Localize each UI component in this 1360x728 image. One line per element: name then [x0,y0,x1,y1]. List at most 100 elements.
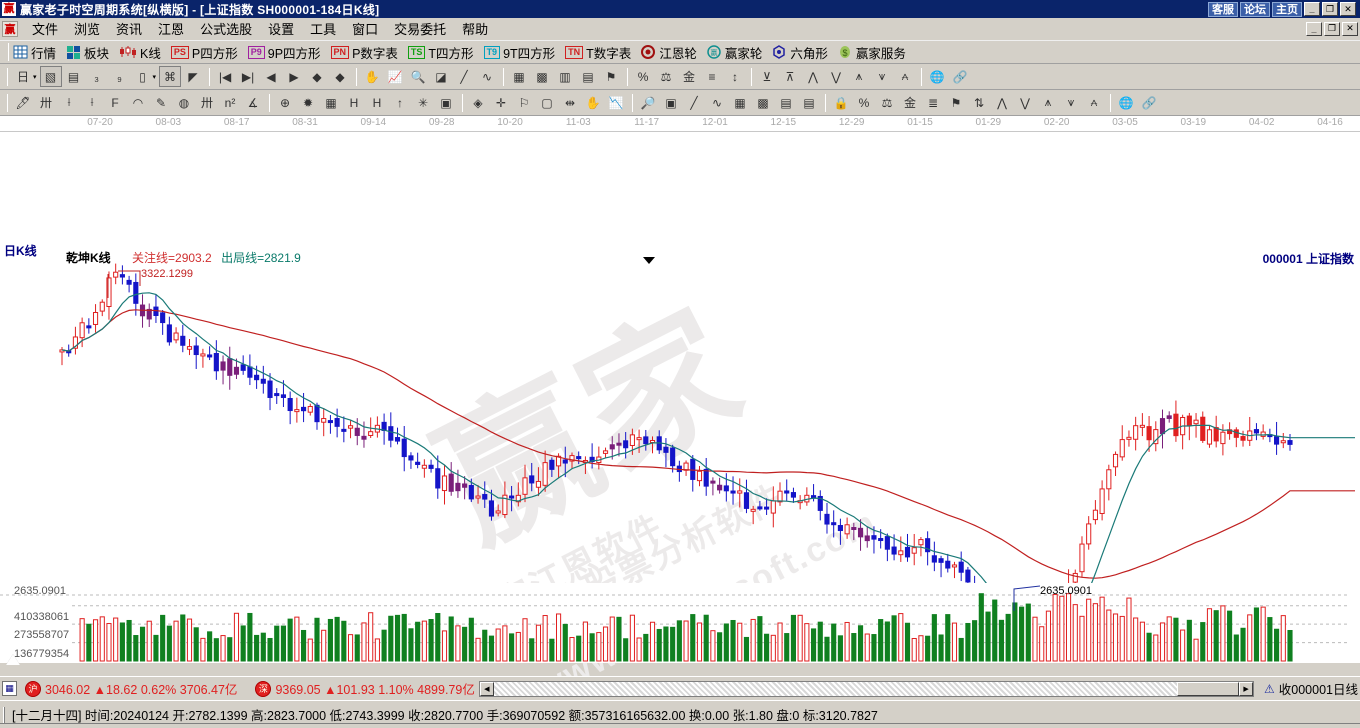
restore-button[interactable]: ❐ [1322,2,1338,16]
toolbar-item-7[interactable]: T99T四方形 [484,43,556,62]
target-icon[interactable]: ⊕ [274,92,296,113]
magnify-icon[interactable]: 🔍 [407,66,429,87]
spiral-icon[interactable]: ◠ [127,92,149,113]
frame-icon[interactable]: ▣ [660,92,682,113]
grid-lines-icon[interactable]: 卅 [35,92,57,113]
chart-area[interactable]: 07-2008-0308-1708-3109-1409-2810-2011-03… [0,116,1360,663]
support-chip[interactable]: 客服 [1208,2,1238,17]
flag2-icon[interactable]: ⚐ [513,92,535,113]
circle-grid-icon[interactable]: ◍ [173,92,195,113]
report-icon[interactable]: ▤ [63,66,85,87]
comb-icon[interactable]: 卅 [196,92,218,113]
toolbar-item-5[interactable]: PNP数字表 [331,43,398,62]
sine-icon[interactable]: ∿ [706,92,728,113]
gold2-icon[interactable]: 金 [899,92,921,113]
toolbar-item-3[interactable]: PSP四方形 [171,43,238,62]
ladder1-icon[interactable]: ≡ [701,66,723,87]
scroll-track[interactable] [494,682,1177,696]
table2-icon[interactable]: ▩ [531,66,553,87]
menu-item-5[interactable]: 设置 [260,17,302,40]
ladder3-icon[interactable]: ⋁ [825,66,847,87]
formula-icon[interactable]: ⌘ [159,66,181,87]
zoom-in-icon[interactable]: ◆ [329,66,351,87]
snow-icon[interactable]: ✳ [412,92,434,113]
arrows-icon[interactable]: ⇹ [559,92,581,113]
mdi-minimize-button[interactable]: _ [1306,22,1322,36]
globe-icon[interactable]: 🌐 [926,66,948,87]
candle-style-icon[interactable]: ▯ [132,66,154,87]
toolbar-item-11[interactable]: 六角形 [772,43,828,62]
ladder6-icon[interactable]: ⩜ [894,66,916,87]
prev-icon[interactable]: ◀ [260,66,282,87]
book-icon[interactable]: ▤ [577,66,599,87]
chain-icon[interactable]: 🔗 [1138,92,1160,113]
period-dropdown[interactable]: ▾ [33,73,37,81]
minimize-button[interactable]: _ [1304,2,1320,16]
down2-icon[interactable]: ⋁ [1014,92,1036,113]
up2-icon[interactable]: ⋀ [991,92,1013,113]
menu-item-1[interactable]: 浏览 [66,17,108,40]
toolbar-item-12[interactable]: $赢家服务 [838,43,906,62]
menu-item-4[interactable]: 公式选股 [192,17,260,40]
wave-icon[interactable]: ∿ [476,66,498,87]
ladder2-icon[interactable]: ⋀ [802,66,824,87]
trough-icon[interactable]: ⩛ [1060,92,1082,113]
globe2-icon[interactable]: 🌐 [1115,92,1137,113]
indicator-9-icon[interactable]: ₉ [109,66,131,87]
toolbar-item-4[interactable]: P99P四方形 [248,43,321,62]
scale-icon[interactable]: ⚖ [876,92,898,113]
trend-red-icon[interactable]: 📈 [384,66,406,87]
peak-icon[interactable]: ⩚ [1037,92,1059,113]
next-icon[interactable]: ▶ [283,66,305,87]
grid3-icon[interactable]: ▦ [729,92,751,113]
updown-icon[interactable]: ⇅ [968,92,990,113]
menu-item-0[interactable]: 文件 [24,17,66,40]
homepage-chip[interactable]: 主页 [1272,2,1302,17]
gold-icon[interactable]: 金 [678,66,700,87]
toolbar-item-10[interactable]: 赢赢家轮 [707,43,763,62]
chart-red-icon[interactable]: 📉 [605,92,627,113]
bars-icon[interactable]: ▥ [554,66,576,87]
ladder5-icon[interactable]: ⩛ [871,66,893,87]
menu-item-3[interactable]: 江恩 [150,17,192,40]
indicator-3-icon[interactable]: ₃ [86,66,108,87]
forum-chip[interactable]: 论坛 [1240,2,1270,17]
toolbar-item-6[interactable]: TST四方形 [408,43,474,62]
h-mark-icon[interactable]: Н [343,92,365,113]
balance-icon[interactable]: ⚖ [655,66,677,87]
grid4-icon[interactable]: ▩ [752,92,774,113]
angle-icon[interactable]: ∡ [242,92,264,113]
pen-grid-icon[interactable]: ✎ [150,92,172,113]
pointer-icon[interactable]: ↕ [724,66,746,87]
toolbar-item-2[interactable]: K线 [119,43,161,62]
lens-icon[interactable]: 🔎 [637,92,659,113]
wave2-icon[interactable]: ⩜ [1083,92,1105,113]
toolbar-item-9[interactable]: 江恩轮 [641,43,697,62]
grid-status-icon[interactable]: ▦ [2,681,17,696]
hand-icon[interactable]: ✋ [361,66,383,87]
percent2-icon[interactable]: % [853,92,875,113]
gann-fan-gold-icon[interactable]: ⟊ [58,92,80,113]
last-page-icon[interactable]: ▶| [237,66,259,87]
toolbar-item-8[interactable]: TNT数字表 [565,43,631,62]
toolbar-item-1[interactable]: 板块 [66,43,109,62]
scroll-thumb[interactable] [1177,682,1239,696]
candle-dropdown[interactable]: ▾ [153,73,157,81]
menu-item-9[interactable]: 帮助 [454,17,496,40]
period-select[interactable]: 日 [12,66,34,87]
arrow-up-icon[interactable]: ↑ [389,92,411,113]
mdi-restore-button[interactable]: ❐ [1324,22,1340,36]
overlay-icon[interactable]: ▧ [40,66,62,87]
mesh-icon[interactable]: ▦ [320,92,342,113]
menu-item-8[interactable]: 交易委托 [386,17,454,40]
gann-fan-gold2-icon[interactable]: ⟊ [81,92,103,113]
link-icon[interactable]: 🔗 [949,66,971,87]
table1-icon[interactable]: ▦ [508,66,530,87]
zoom-out-icon[interactable]: ◆ [306,66,328,87]
menu-item-7[interactable]: 窗口 [344,17,386,40]
close-button[interactable]: ✕ [1340,2,1356,16]
doc-icon[interactable]: ▤ [798,92,820,113]
horizontal-scrollbar[interactable]: ◀ ▶ [479,681,1254,697]
cross-icon[interactable]: ✛ [490,92,512,113]
ladder4-icon[interactable]: ⩚ [848,66,870,87]
